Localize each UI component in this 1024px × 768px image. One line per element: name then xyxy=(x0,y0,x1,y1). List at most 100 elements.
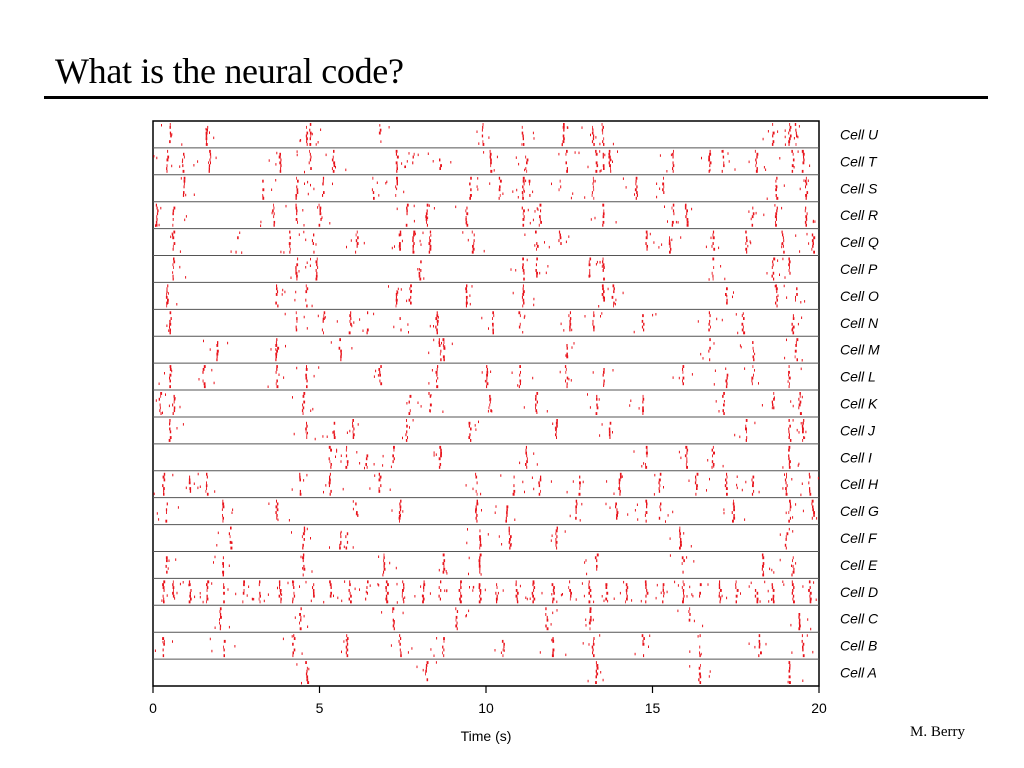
spike-mark-cell-t xyxy=(609,158,611,162)
spike-mark-cell-c xyxy=(392,610,394,613)
spike-mark-cell-r xyxy=(671,220,674,224)
spike-mark-cell-t xyxy=(708,158,711,162)
spike-mark-cell-p xyxy=(766,272,768,275)
spike-mark-cell-s xyxy=(332,182,333,186)
spike-mark-cell-l xyxy=(602,373,604,377)
spike-mark-cell-d xyxy=(750,581,752,585)
spike-mark-cell-f xyxy=(556,535,558,539)
spike-mark-cell-f xyxy=(679,540,682,544)
spike-mark-cell-q xyxy=(813,250,815,254)
spike-mark-cell-l xyxy=(570,379,572,382)
spike-mark-cell-n xyxy=(488,327,489,330)
spike-mark-cell-q xyxy=(356,242,359,245)
spike-mark-cell-t xyxy=(332,155,334,159)
spike-mark-cell-h xyxy=(582,480,584,484)
spike-mark-cell-q xyxy=(467,238,469,242)
spike-mark-cell-d xyxy=(718,594,720,598)
spike-mark-cell-k xyxy=(792,404,794,408)
spike-mark-cell-d xyxy=(248,585,250,588)
spike-mark-cell-n xyxy=(295,325,297,329)
spike-mark-cell-i xyxy=(712,454,713,458)
spike-mark-cell-d xyxy=(793,586,795,589)
spike-mark-cell-t xyxy=(483,151,485,154)
spike-mark-cell-s xyxy=(313,187,315,191)
spike-mark-cell-t xyxy=(608,161,610,165)
spike-mark-cell-h xyxy=(325,484,327,487)
spike-mark-cell-h xyxy=(199,485,201,488)
spike-mark-cell-m xyxy=(752,346,754,350)
spike-mark-cell-k xyxy=(406,402,408,405)
spike-mark-cell-t xyxy=(181,160,183,164)
spike-mark-cell-s xyxy=(499,185,501,189)
spike-mark-cell-u xyxy=(788,140,791,144)
spike-mark-cell-u xyxy=(789,125,792,129)
cell-label-cell-c: Cell C xyxy=(840,611,879,627)
spike-mark-cell-r xyxy=(540,220,542,224)
spike-mark-cell-l xyxy=(566,385,568,389)
spike-mark-cell-r xyxy=(805,218,808,221)
spike-mark-cell-s xyxy=(523,182,525,186)
spike-mark-cell-g xyxy=(646,505,648,509)
spike-mark-cell-e xyxy=(762,564,764,568)
spike-mark-cell-e xyxy=(584,561,586,564)
spike-mark-cell-q xyxy=(544,241,545,244)
spike-mark-cell-i xyxy=(440,451,442,455)
spike-mark-cell-d xyxy=(791,580,793,584)
spike-mark-cell-d xyxy=(601,595,603,598)
spike-mark-cell-o xyxy=(277,304,279,308)
cell-label-cell-k: Cell K xyxy=(840,396,878,412)
spike-mark-cell-f xyxy=(680,538,682,541)
spike-mark-cell-p xyxy=(789,271,791,275)
spike-mark-cell-q xyxy=(173,230,176,234)
spike-mark-cell-o xyxy=(786,296,788,299)
spike-mark-cell-h xyxy=(480,492,482,496)
spike-mark-cell-e xyxy=(693,560,695,563)
spike-mark-cell-a xyxy=(709,670,711,673)
spike-mark-cell-r xyxy=(425,218,428,221)
spike-mark-cell-q xyxy=(783,250,785,254)
spike-mark-cell-j xyxy=(293,432,295,436)
spike-mark-cell-e xyxy=(792,559,793,563)
spike-mark-cell-k xyxy=(312,407,314,411)
spike-mark-cell-l xyxy=(164,372,165,375)
spike-mark-cell-a xyxy=(595,681,597,684)
spike-mark-cell-f xyxy=(479,529,481,533)
spike-mark-cell-j xyxy=(306,424,308,428)
spike-mark-cell-p xyxy=(297,257,299,261)
spike-mark-cell-t xyxy=(333,149,335,153)
spike-mark-cell-p xyxy=(173,260,176,264)
spike-mark-cell-l xyxy=(744,367,746,370)
spike-mark-cell-c xyxy=(677,609,679,613)
spike-mark-cell-o xyxy=(306,287,309,291)
spike-mark-cell-j xyxy=(555,427,557,431)
spike-mark-cell-f xyxy=(510,543,512,546)
spike-mark-cell-g xyxy=(788,519,790,523)
spike-mark-cell-n xyxy=(569,328,571,332)
spike-mark-cell-n xyxy=(641,325,644,329)
spike-mark-cell-a xyxy=(699,681,702,684)
spike-mark-cell-o xyxy=(521,295,523,299)
spike-mark-cell-g xyxy=(795,503,797,506)
spike-mark-cell-l xyxy=(758,382,759,385)
spike-mark-cell-c xyxy=(545,613,547,616)
spike-mark-cell-o xyxy=(522,298,525,302)
spike-mark-cell-a xyxy=(425,672,426,676)
spike-mark-cell-f xyxy=(509,543,512,547)
spike-mark-cell-g xyxy=(636,503,638,506)
spike-mark-cell-c xyxy=(300,607,302,611)
spike-mark-cell-q xyxy=(646,244,648,248)
spike-mark-cell-d xyxy=(422,600,424,604)
spike-mark-cell-g xyxy=(475,505,477,509)
spike-mark-cell-k xyxy=(546,410,548,413)
spike-mark-cell-n xyxy=(349,314,352,318)
spike-mark-cell-q xyxy=(536,247,537,251)
spike-mark-cell-o xyxy=(601,284,604,288)
spike-mark-cell-f xyxy=(683,532,685,535)
spike-mark-cell-c xyxy=(702,624,704,628)
spike-mark-cell-s xyxy=(592,182,594,185)
spike-mark-cell-q xyxy=(645,230,648,234)
spike-mark-cell-i xyxy=(645,463,646,466)
spike-mark-cell-q xyxy=(658,246,660,249)
spike-mark-cell-t xyxy=(396,169,398,173)
spike-mark-cell-m xyxy=(786,338,787,342)
